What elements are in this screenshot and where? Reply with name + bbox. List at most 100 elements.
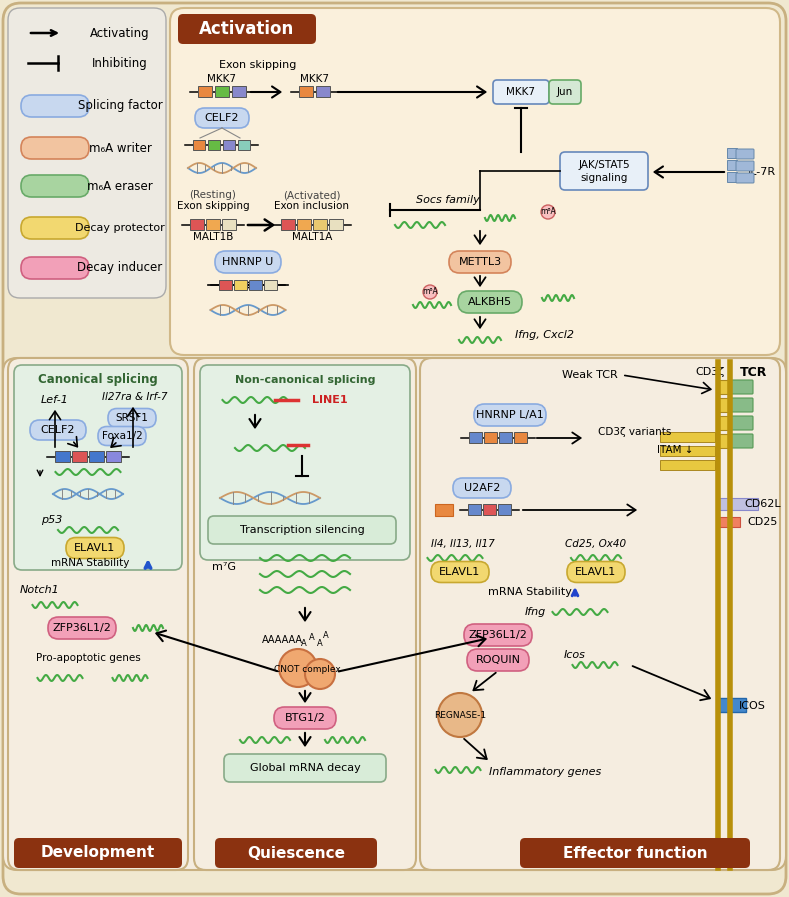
Text: Exon inclusion: Exon inclusion [275, 201, 350, 211]
Bar [435, 504, 453, 516]
FancyBboxPatch shape [215, 251, 281, 273]
Bar [223, 140, 235, 150]
Bar [727, 172, 737, 182]
Text: Activation: Activation [200, 20, 294, 38]
Text: Splicing factor: Splicing factor [77, 100, 163, 112]
Text: CD25: CD25 [748, 517, 778, 527]
FancyBboxPatch shape [731, 416, 753, 430]
Text: Decay protector: Decay protector [75, 223, 165, 233]
FancyBboxPatch shape [458, 291, 522, 313]
FancyBboxPatch shape [21, 217, 89, 239]
Bar [660, 460, 715, 470]
Circle shape [423, 285, 437, 299]
FancyBboxPatch shape [431, 562, 489, 582]
Text: JAK/STAT5: JAK/STAT5 [578, 160, 630, 170]
FancyBboxPatch shape [14, 365, 182, 570]
Text: Decay inducer: Decay inducer [77, 262, 163, 274]
Bar [193, 140, 205, 150]
FancyBboxPatch shape [21, 95, 89, 117]
Circle shape [305, 659, 335, 689]
Bar [727, 160, 737, 170]
Text: m⁶A: m⁶A [540, 207, 556, 216]
Text: Lef-1: Lef-1 [41, 395, 69, 405]
Text: HNRNP L/A1: HNRNP L/A1 [476, 410, 544, 420]
Bar [219, 280, 232, 290]
FancyBboxPatch shape [21, 137, 89, 159]
Text: m₆A writer: m₆A writer [88, 142, 151, 154]
Text: ROQUIN: ROQUIN [476, 655, 521, 665]
FancyBboxPatch shape [195, 108, 249, 128]
Text: Quiescence: Quiescence [247, 846, 345, 860]
FancyBboxPatch shape [200, 365, 410, 560]
Bar [499, 504, 511, 516]
Text: Inhibiting: Inhibiting [92, 57, 148, 69]
Text: BTG1/2: BTG1/2 [285, 713, 325, 723]
Text: mRNA Stability: mRNA Stability [50, 558, 129, 568]
FancyBboxPatch shape [736, 173, 754, 183]
Bar [514, 432, 527, 443]
Text: Exon skipping: Exon skipping [177, 201, 249, 211]
Bar [727, 148, 737, 158]
FancyBboxPatch shape [215, 838, 377, 868]
Text: ITAM ↓: ITAM ↓ [656, 445, 694, 455]
Text: Effector function: Effector function [563, 846, 707, 860]
Bar [730, 517, 740, 527]
Text: ELAVL1: ELAVL1 [74, 543, 116, 553]
Bar [238, 140, 250, 150]
Text: REGNASE-1: REGNASE-1 [434, 710, 486, 719]
Text: TCR: TCR [740, 365, 768, 379]
FancyBboxPatch shape [3, 3, 786, 894]
FancyBboxPatch shape [224, 754, 386, 782]
Text: Foxa1/2: Foxa1/2 [102, 431, 142, 441]
Bar [660, 432, 715, 442]
Circle shape [279, 649, 317, 687]
Bar [106, 451, 121, 463]
Bar [718, 416, 730, 430]
Bar [297, 220, 311, 231]
Text: CD3ζ: CD3ζ [695, 367, 724, 377]
Text: A: A [323, 631, 329, 640]
FancyBboxPatch shape [178, 14, 316, 44]
Text: Notch1: Notch1 [21, 585, 60, 595]
FancyBboxPatch shape [474, 404, 546, 426]
Bar [232, 86, 246, 98]
Bar [281, 220, 295, 231]
Text: ELAVL1: ELAVL1 [575, 567, 617, 577]
FancyBboxPatch shape [420, 358, 780, 870]
Bar [660, 446, 715, 456]
Text: ELAVL1: ELAVL1 [439, 567, 481, 577]
Circle shape [438, 693, 482, 737]
FancyBboxPatch shape [98, 426, 146, 446]
Text: A: A [309, 633, 315, 642]
FancyBboxPatch shape [30, 420, 86, 440]
Text: HNRNP U: HNRNP U [222, 257, 274, 267]
Text: A: A [317, 640, 323, 649]
Text: Development: Development [41, 846, 155, 860]
Bar [329, 220, 343, 231]
Text: p53: p53 [41, 515, 62, 525]
Text: A: A [301, 640, 307, 649]
Text: Jun: Jun [557, 87, 573, 97]
Bar [72, 451, 87, 463]
FancyBboxPatch shape [208, 516, 396, 544]
Text: ZFP36L1/2: ZFP36L1/2 [469, 630, 527, 640]
FancyBboxPatch shape [21, 257, 89, 279]
Text: IL-7R: IL-7R [748, 167, 776, 177]
FancyBboxPatch shape [3, 358, 786, 870]
Text: Icos: Icos [564, 650, 586, 660]
Text: AAAAAA: AAAAAA [261, 635, 302, 645]
Text: Ifng, Cxcl2: Ifng, Cxcl2 [515, 330, 574, 340]
Text: MKK7: MKK7 [301, 74, 330, 84]
Bar [300, 86, 313, 98]
FancyBboxPatch shape [560, 152, 648, 190]
FancyBboxPatch shape [493, 80, 549, 104]
Bar [89, 451, 104, 463]
Text: ZFP36L1/2: ZFP36L1/2 [53, 623, 111, 633]
FancyBboxPatch shape [48, 617, 116, 639]
Text: mRNA Stability: mRNA Stability [488, 587, 572, 597]
Text: ALKBH5: ALKBH5 [468, 297, 512, 307]
Text: Cd25, Ox40: Cd25, Ox40 [566, 539, 626, 549]
Bar [55, 451, 70, 463]
Text: MALT1B: MALT1B [193, 232, 234, 242]
Bar [190, 220, 204, 231]
